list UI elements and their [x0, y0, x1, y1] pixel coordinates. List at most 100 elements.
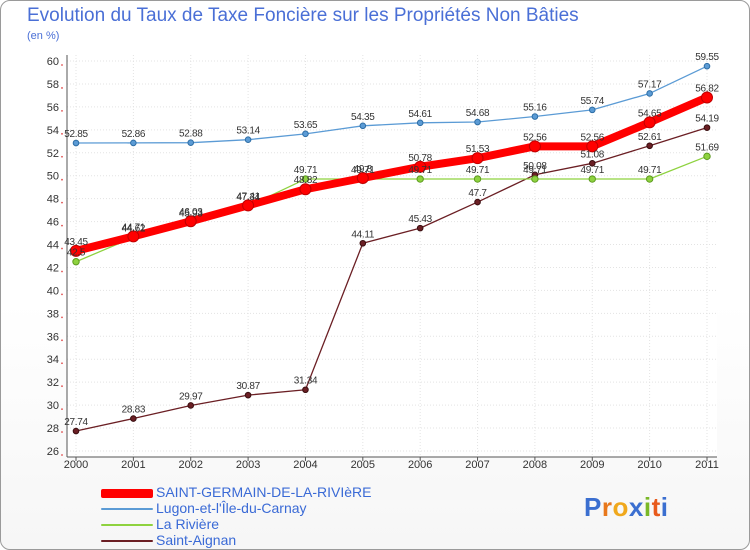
series-2-point	[703, 62, 711, 70]
logo-letter: t	[651, 492, 661, 522]
series-3-data-label: 54.65	[638, 108, 662, 119]
series-3-data-label: 56.82	[695, 83, 719, 94]
series-2-data-label: 55.16	[523, 103, 547, 114]
legend-label-saint-germain: SAINT-GERMAIN-DE-LA-RIVIèRE	[156, 484, 372, 500]
y-minor-tick	[61, 247, 63, 250]
series-2-data-label: 55.74	[581, 96, 605, 107]
y-minor-tick	[61, 408, 63, 411]
series-2-point	[359, 122, 367, 130]
y-minor-tick	[61, 132, 63, 135]
series-1-point	[703, 152, 711, 161]
series-0-point	[302, 386, 309, 394]
series-1-point	[416, 175, 424, 183]
y-minor-tick	[61, 64, 63, 66]
logo-letter: i	[660, 492, 669, 522]
series-2-point	[416, 119, 424, 127]
y-tick-label: 42	[47, 262, 59, 274]
series-0-data-label: 51.08	[581, 149, 605, 160]
series-0-point	[187, 402, 195, 409]
y-tick-label: 26	[47, 446, 59, 458]
y-tick-label: 58	[47, 79, 59, 91]
y-tick-label: 32	[47, 377, 59, 389]
legend-label-la-riviere: La Rivière	[156, 516, 220, 532]
series-2-data-label: 59.55	[695, 52, 719, 63]
series-3-point	[586, 140, 599, 153]
series-2-data-label: 54.68	[466, 108, 490, 119]
y-minor-tick	[61, 316, 63, 319]
y-minor-tick	[61, 293, 63, 296]
series-2-data-label: 52.86	[122, 129, 146, 140]
chart-title: Evolution du Taux de Taxe Foncière sur l…	[27, 5, 579, 26]
series-3-data-label: 48.82	[294, 175, 318, 186]
series-1-data-label: 49.71	[638, 165, 662, 176]
series-0-point	[588, 160, 596, 167]
plot-area	[67, 55, 717, 457]
y-tick-label: 56	[47, 102, 59, 114]
logo-letter: i	[643, 492, 652, 522]
legend-label-saint-aignan: Saint-Aignan	[156, 532, 237, 548]
x-tick-label: 2001	[121, 459, 145, 471]
y-tick-label: 38	[47, 308, 59, 320]
series-2-data-label: 53.65	[294, 120, 318, 131]
series-2-data-label: 52.88	[179, 129, 203, 140]
series-0-data-label: 54.19	[695, 114, 719, 125]
y-tick-label: 54	[47, 125, 59, 137]
x-tick-label: 2007	[465, 459, 489, 471]
y-tick-label: 40	[47, 285, 59, 297]
x-tick-label: 2004	[293, 459, 317, 471]
series-0-data-label: 29.97	[179, 391, 203, 402]
series-0-point	[416, 224, 424, 232]
y-tick-label: 30	[47, 400, 59, 412]
series-1-data-label: 49.71	[581, 165, 605, 176]
legend-swatch-saint-germain	[101, 488, 153, 498]
series-2-data-label: 57.17	[638, 79, 662, 90]
y-minor-tick	[61, 385, 63, 388]
series-2-point	[302, 130, 309, 138]
series-0-data-label: 31.34	[294, 376, 318, 387]
y-minor-tick	[61, 201, 63, 204]
series-0-line	[75, 126, 708, 432]
logo-letter: x	[628, 492, 644, 522]
series-3-point	[643, 116, 656, 129]
series-3-data-label: 49.8	[354, 164, 373, 175]
data-labels: 27.74 28.83 29.97 30.87 31.34 44.11 45.43 47.7 5…	[64, 52, 720, 428]
series-1-data-label: 44.62	[122, 223, 146, 234]
series-3-line	[72, 93, 711, 255]
series-1-data-label: 49.71	[523, 165, 547, 176]
series-2-point	[531, 113, 539, 120]
series-1-point	[645, 175, 654, 183]
series-2-point	[474, 118, 481, 126]
proxiti-logo: Proxiti	[584, 492, 668, 523]
series-0-data-label: 47.7	[468, 188, 487, 199]
series-3-point	[70, 244, 82, 257]
y-axis-unit: (en %)	[27, 30, 60, 42]
logo-letter: r	[601, 492, 613, 522]
y-minor-tick	[61, 178, 63, 181]
series-0-data-label: 30.87	[236, 381, 260, 392]
series-2-data-label: 53.14	[236, 126, 260, 137]
x-tick-label: 2003	[236, 459, 260, 471]
series-3-data-label: 43.45	[64, 237, 88, 248]
legend-label-lugon: Lugon-et-l'Île-du-Carnay	[156, 500, 307, 516]
series-3-point	[242, 199, 255, 212]
series-3-point	[471, 152, 484, 165]
series-1-data-label: 51.69	[695, 142, 719, 153]
series-3-data-label: 52.56	[523, 132, 547, 143]
series-1-point	[72, 258, 80, 266]
series-2-point	[72, 139, 80, 147]
series-3-point	[356, 172, 369, 184]
series-0-point	[703, 124, 711, 131]
series-1-point	[531, 175, 539, 183]
legend-swatch-la-riviere	[101, 524, 153, 526]
series-3-data-label: 51.53	[466, 144, 490, 155]
series-0-data-label: 45.43	[408, 214, 432, 225]
series-3-data-label: 46.03	[179, 207, 203, 218]
y-tick-label: 60	[47, 56, 59, 68]
logo-letter: P	[584, 492, 602, 522]
series-0-data-label: 50.08	[523, 161, 547, 172]
series-0-point	[474, 198, 481, 206]
series-2-data-label: 54.35	[351, 112, 375, 123]
series-3-data-label: 50.78	[408, 153, 432, 164]
